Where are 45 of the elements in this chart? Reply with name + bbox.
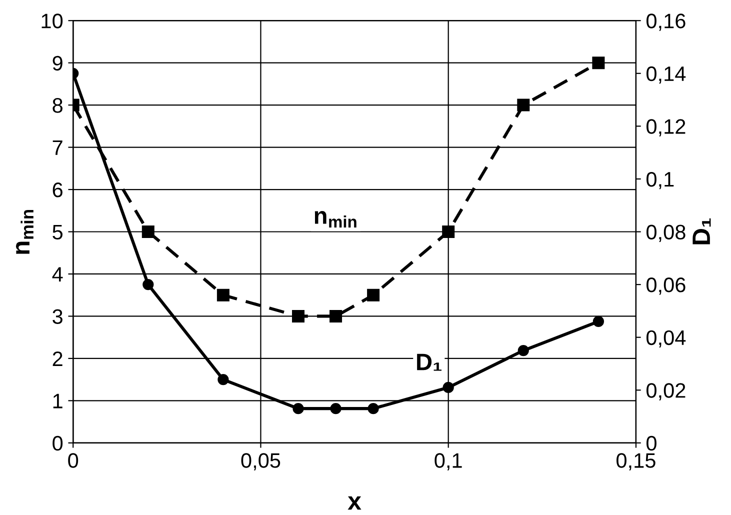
point [142, 278, 154, 290]
text: n$_{min}$ [314, 211, 356, 228]
y2-tick-label: 0,14 [646, 66, 686, 84]
point [218, 374, 229, 386]
y-tick-label: 5 [52, 224, 63, 240]
y-tick-label: 6 [52, 182, 62, 198]
point [330, 403, 342, 414]
y2-tick-label: 0,02 [646, 383, 686, 400]
point [367, 288, 380, 302]
y2-tick-label: 0,06 [646, 278, 686, 295]
x-tick-label: 0,1 [434, 453, 462, 470]
point [592, 56, 605, 70]
point [292, 310, 304, 322]
point [368, 403, 379, 414]
y-tick-label: 1 [53, 394, 62, 408]
y-tick-label: 8 [52, 98, 62, 113]
point [216, 288, 230, 302]
point [518, 344, 529, 356]
point [292, 403, 304, 414]
y2-tick-label: 0,04 [646, 330, 686, 348]
y2-tick-label: 0,08 [646, 224, 686, 242]
point [592, 316, 604, 328]
y-tick-label: 9 [52, 56, 62, 71]
x-tick-label: 0,05 [241, 453, 280, 470]
y-tick-label: 2 [52, 351, 62, 366]
point [330, 310, 342, 322]
x-tick-label: 0,15 [616, 453, 656, 470]
x-axis-title: x [348, 496, 362, 510]
x-tick-label: 0 [68, 453, 78, 468]
y2-tick-label: 0 [646, 436, 656, 451]
y2-axis-title: D₁ [692, 218, 711, 244]
point [142, 226, 154, 238]
point [442, 226, 455, 238]
y-axis-title: n$_{min}$ [16, 210, 34, 254]
point [442, 382, 454, 394]
series-label: D₁ [417, 354, 442, 371]
y2-tick-label: 0,1 [646, 172, 674, 190]
y-tick-label: 3 [52, 309, 62, 324]
y-tick-label: 4 [52, 267, 63, 282]
y-tick-label: 0 [52, 436, 63, 451]
y2-tick-label: 0,16 [646, 14, 686, 31]
y-tick-label: 7 [52, 140, 62, 155]
y-tick-label: 10 [42, 14, 63, 28]
point [517, 98, 530, 112]
y2-tick-label: 0,12 [646, 119, 686, 136]
